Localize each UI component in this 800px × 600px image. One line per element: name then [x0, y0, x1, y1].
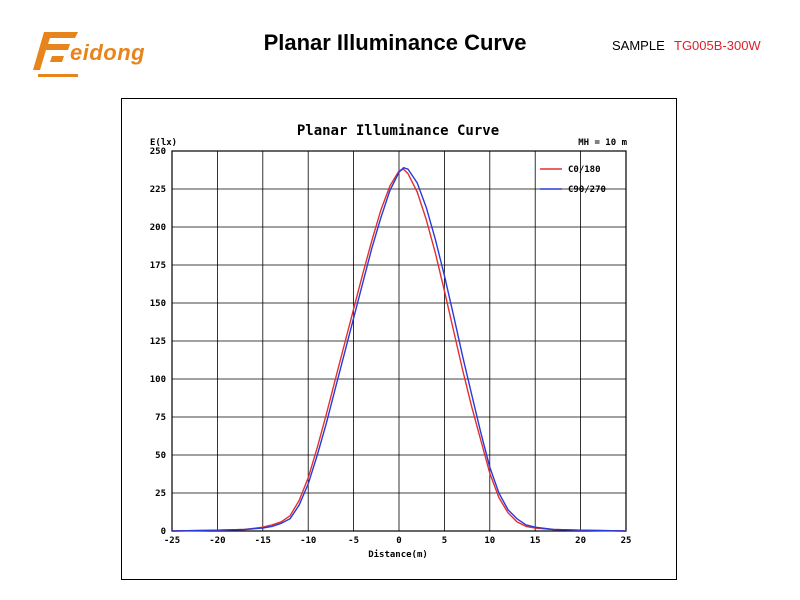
sample-label: SAMPLE	[612, 38, 665, 53]
chart-frame: Planar Illuminance Curve MH = 10 m E(lx)…	[121, 98, 677, 580]
logo-wordmark: eidong	[70, 40, 146, 65]
tick-labels: -25 -20 -15 -10 -5 0 5 10 15 20 250255075100125150…	[150, 147, 632, 546]
y-tick-label: 50	[155, 451, 166, 461]
legend-label: C90/270	[568, 185, 606, 195]
sample-code: TG005B-300W	[674, 38, 761, 53]
x-tick-label: -25	[164, 536, 180, 546]
x-tick-label: 5	[442, 536, 447, 546]
x-tick-label: -10	[300, 536, 316, 546]
series-lines	[171, 167, 627, 532]
x-tick-label: 20	[575, 536, 586, 546]
chart-title: Planar Illuminance Curve	[297, 123, 499, 139]
y-tick-label: 250	[150, 147, 166, 157]
illuminance-chart: Planar Illuminance Curve MH = 10 m E(lx)…	[150, 123, 632, 560]
x-tick-label: 25	[621, 536, 632, 546]
x-tick-label: 0	[396, 536, 401, 546]
y-tick-label: 100	[150, 375, 166, 385]
feidong-logo	[33, 32, 78, 77]
page-title: Planar Illuminance Curve	[263, 30, 527, 55]
x-tick-label: 15	[530, 536, 541, 546]
x-tick-label: 10	[484, 536, 495, 546]
series-line-c90-270	[171, 167, 627, 532]
x-axis-label: Distance(m)	[368, 549, 428, 560]
y-tick-label: 150	[150, 299, 166, 309]
legend: C0/180 C90/270	[540, 165, 606, 195]
y-tick-label: 125	[150, 337, 166, 347]
legend-label: C0/180	[568, 165, 601, 175]
y-tick-label: 75	[155, 413, 166, 423]
x-tick-label: -20	[209, 536, 225, 546]
y-axis-label: E(lx)	[150, 138, 177, 148]
y-tick-label: 225	[150, 185, 166, 195]
y-tick-label: 25	[155, 489, 166, 499]
grid	[171, 150, 627, 532]
y-tick-label: 0	[161, 527, 166, 537]
y-tick-label: 175	[150, 261, 166, 271]
mounting-height-annotation: MH = 10 m	[578, 138, 627, 148]
x-tick-label: -15	[255, 536, 271, 546]
plot-border	[171, 150, 627, 532]
y-tick-label: 200	[150, 223, 166, 233]
x-tick-label: -5	[348, 536, 359, 546]
